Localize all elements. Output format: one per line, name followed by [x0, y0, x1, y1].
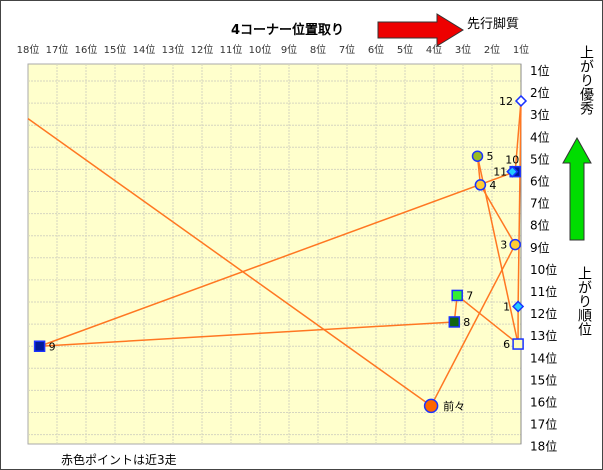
footnote: 赤色ポイントは近3走: [61, 453, 177, 467]
point-label: 7: [466, 289, 473, 302]
x-tick-label: 9位: [281, 43, 297, 56]
x-tick-label: 15位: [104, 43, 127, 56]
point-label: 8: [463, 316, 470, 329]
connector-line: [39, 321, 455, 347]
x-tick-label: 1位: [513, 43, 529, 56]
x-tick-label: 7位: [339, 43, 355, 56]
point-marker: [506, 165, 519, 178]
point-label: 5: [487, 150, 494, 163]
x-tick-label: 18位: [17, 43, 40, 56]
x-tick-label: 13位: [162, 43, 185, 56]
connector-line: [430, 244, 516, 407]
y-tick-label: 2位: [530, 85, 550, 100]
point-label: 10: [505, 154, 519, 167]
point-marker: [448, 316, 461, 328]
y-tick-label: 1位: [530, 63, 550, 78]
connector-line: [456, 294, 519, 345]
point-marker: [512, 300, 525, 313]
point-label: 3: [500, 239, 507, 252]
y-tick-label: 11位: [530, 284, 557, 299]
green-arrow-icon: [562, 137, 592, 241]
x-tick-label: 4位: [426, 43, 442, 56]
y-tick-label: 14位: [530, 350, 557, 365]
y-tick-label: 4位: [530, 129, 550, 144]
x-tick-label: 6位: [368, 43, 384, 56]
y-tick-label: 8位: [530, 218, 550, 233]
y-tick-label: 18位: [530, 439, 557, 454]
connector-line: [39, 170, 516, 347]
y-tick-label: 15位: [530, 372, 557, 387]
x-tick-label: 8位: [310, 43, 326, 56]
point-marker: [451, 289, 463, 302]
point-marker: [512, 338, 524, 350]
x-tick-label: 11位: [220, 43, 243, 56]
connector-line: [517, 100, 522, 307]
x-tick-label: 2位: [484, 43, 500, 56]
x-tick-label: 5位: [397, 43, 413, 56]
y-tick-label: 16位: [530, 395, 557, 410]
y-tick-label: 3位: [530, 107, 550, 122]
y-tick-label: 13位: [530, 328, 557, 343]
y-tick-label: 7位: [530, 196, 550, 211]
point-marker: [514, 94, 528, 108]
point-marker: [423, 398, 439, 414]
y-tick-label: 10位: [530, 262, 557, 277]
y-tick-label: 6位: [530, 174, 550, 189]
point-label: 1: [503, 300, 510, 313]
x-tick-label: 17位: [46, 43, 69, 56]
x-tick-label: 14位: [133, 43, 156, 56]
connector-line: [27, 118, 432, 407]
point-label: 4: [489, 179, 496, 192]
red-arrow-icon: [377, 13, 464, 47]
point-marker: [474, 179, 487, 191]
point-label: 6: [503, 338, 510, 351]
y-tick-label: 12位: [530, 306, 557, 321]
point-marker: [471, 150, 484, 162]
y-label-top: 上がり優秀: [578, 45, 594, 115]
point-label: 9: [49, 340, 56, 353]
point-label: 12: [499, 95, 513, 108]
point-marker: [509, 238, 521, 251]
point-marker: [33, 340, 46, 352]
x-tick-label: 12位: [191, 43, 214, 56]
point-label: 前々: [443, 399, 465, 413]
y-label-bottom: 上がり順位: [576, 266, 592, 336]
x-tick-label: 3位: [455, 43, 471, 56]
y-tick-label: 9位: [530, 240, 550, 255]
x-tick-label: 10位: [249, 43, 272, 56]
plot-area: [27, 63, 522, 445]
x-arrow-label: 先行脚質: [467, 17, 520, 32]
y-tick-label: 17位: [530, 417, 557, 432]
chart-title: 4コーナー位置取り: [231, 23, 345, 38]
connector-line: [514, 100, 522, 172]
point-label: 11: [493, 166, 507, 179]
y-tick-label: 5位: [530, 151, 550, 166]
x-tick-label: 16位: [75, 43, 98, 56]
